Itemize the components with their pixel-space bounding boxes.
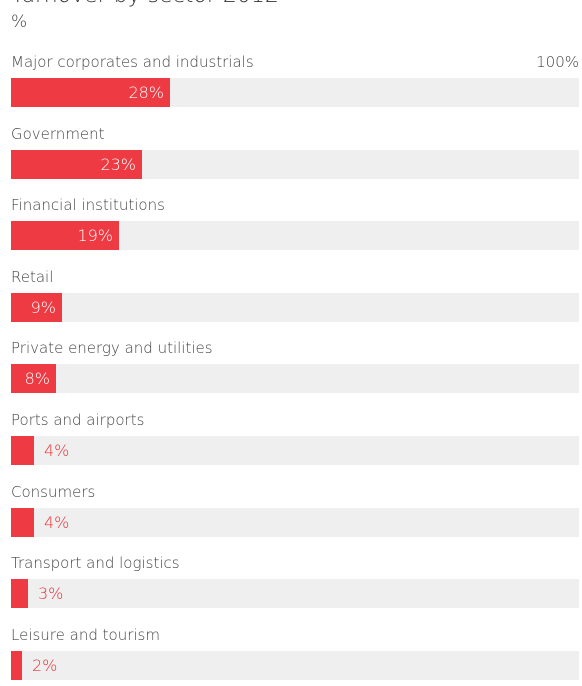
bar-value-label: 8% — [24, 369, 50, 389]
bar-row: Private energy and utilities 8% — [11, 339, 579, 399]
bar-track: 3% — [11, 579, 579, 609]
bar-row: Financial institutions 19% — [11, 196, 579, 256]
bar-value-label: 2% — [32, 655, 58, 675]
bar-row: Retail 9% — [11, 268, 579, 328]
bar-value-label: 4% — [44, 512, 70, 532]
bar-row: Leisure and tourism 2% — [11, 626, 579, 686]
category-label: Major corporates and industrials — [11, 53, 254, 71]
chart-title: Turnover by sector 2012 — [11, 0, 279, 8]
bar-track: 4% — [11, 507, 579, 537]
category-label: Transport and logistics — [11, 554, 180, 573]
bar — [11, 650, 22, 680]
bar — [11, 364, 56, 394]
unit-label: % — [11, 12, 28, 32]
bar-value-label: 23% — [100, 154, 136, 174]
bar — [11, 292, 62, 322]
bar-track: 19% — [11, 221, 579, 251]
bar — [11, 507, 34, 537]
bar-row: Ports and airports 4% — [11, 411, 579, 471]
bar-value-label: 19% — [77, 226, 113, 246]
category-label: Leisure and tourism — [11, 625, 160, 644]
bar-value-label: 3% — [38, 584, 64, 604]
category-label: Ports and airports — [11, 411, 145, 429]
bar-track: 8% — [11, 364, 579, 394]
bar-row: Consumers 4% — [11, 483, 579, 543]
category-label: Retail — [11, 267, 54, 286]
bar — [11, 436, 34, 465]
category-label: Consumers — [11, 482, 96, 501]
category-label: Financial institutions — [11, 196, 165, 215]
bar — [11, 78, 170, 107]
bar-track: 23% — [11, 149, 579, 179]
category-label: Private energy and utilities — [11, 339, 213, 358]
bar — [11, 149, 142, 179]
bar-row: Major corporates and industrials 28% — [11, 53, 579, 113]
scale-max-label: 100% — [536, 53, 579, 71]
category-label: Government — [11, 124, 105, 143]
bar-track: 9% — [11, 292, 579, 322]
bar — [11, 221, 119, 251]
bar-row: Transport and logistics 3% — [11, 554, 579, 614]
bar-track: 28% — [11, 78, 579, 107]
bar — [11, 579, 28, 609]
bar-value-label: 4% — [44, 441, 70, 460]
bar-row: Government 23% — [11, 125, 579, 185]
bar-value-label: 28% — [128, 83, 164, 102]
bar-value-label: 9% — [30, 297, 56, 317]
bar-track: 4% — [11, 436, 579, 465]
bar-track: 2% — [11, 650, 579, 680]
